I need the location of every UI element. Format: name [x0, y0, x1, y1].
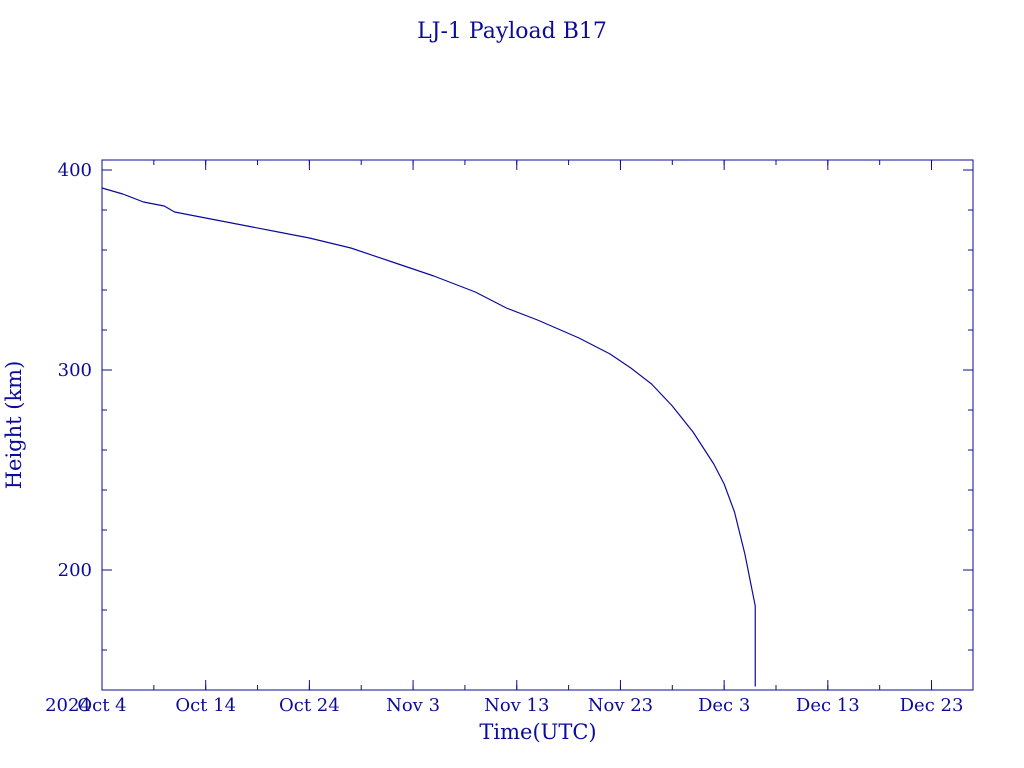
- y-tick-label: 200: [58, 560, 92, 581]
- y-tick-label: 400: [58, 160, 92, 181]
- x-tick-label: Nov 3: [386, 695, 440, 716]
- x-axis-label: Time(UTC): [479, 720, 596, 744]
- y-axis-ticks: 200 300 400: [58, 160, 973, 691]
- y-tick-label: 300: [58, 360, 92, 381]
- x-tick-label: Dec 3: [698, 695, 750, 716]
- x-tick-label: Nov 23: [588, 695, 653, 716]
- x-tick-label: Dec 23: [900, 695, 964, 716]
- plot-frame: [101, 159, 974, 691]
- x-tick-label: Oct 24: [279, 695, 340, 716]
- x-tick-label: Oct 14: [175, 695, 236, 716]
- x-axis-year-label: 2024: [45, 695, 91, 716]
- x-tick-label: Dec 13: [796, 695, 860, 716]
- x-tick-label: Oct 4: [77, 695, 126, 716]
- y-axis-label: Height (km): [2, 361, 26, 490]
- chart-title: LJ-1 Payload B17: [417, 19, 607, 44]
- series-line-1: [101, 187, 756, 687]
- x-axis-ticks: Oct 4 Oct 14 Oct 24 Nov 3 Nov 13 Nov 23 Dec 3 D…: [77, 160, 963, 716]
- x-tick-label: Nov 13: [484, 695, 549, 716]
- series-layer: [101, 187, 756, 687]
